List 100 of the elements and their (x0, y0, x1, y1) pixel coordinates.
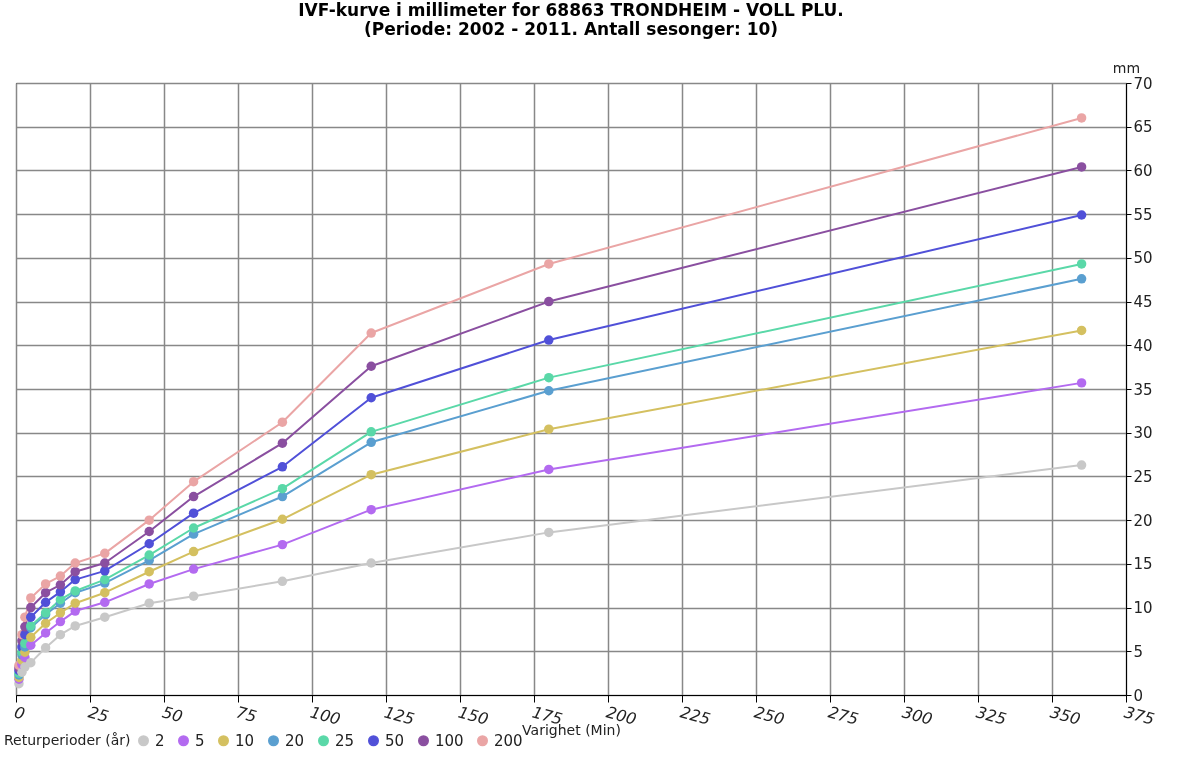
point (100, 587, 110, 598)
y-axis-title: mm (1112, 59, 1141, 76)
point (366, 504, 376, 515)
point (55, 616, 66, 627)
x-tick-label: 25 (86, 702, 111, 727)
point (70, 566, 80, 577)
point (1076, 162, 1087, 172)
y-tick-label: 55 (1133, 205, 1153, 224)
point (188, 476, 199, 487)
point (55, 580, 66, 590)
point (144, 566, 154, 577)
point (40, 628, 51, 638)
point (1076, 113, 1087, 123)
x-tick-label: 375 (1122, 702, 1157, 729)
point (544, 386, 554, 396)
point (544, 464, 554, 475)
point (100, 597, 110, 608)
legend-label: 50 (385, 731, 405, 750)
point (544, 372, 554, 383)
point (1076, 274, 1087, 284)
y-tick-label: 5 (1133, 642, 1144, 661)
point (55, 571, 66, 581)
point (100, 558, 110, 568)
point (277, 491, 288, 502)
legend-title: Returperioder (år) (4, 732, 131, 748)
y-tick-label: 60 (1133, 161, 1153, 180)
x-tick-label: 125 (382, 702, 417, 729)
point (1076, 259, 1087, 269)
x-tick-label: 275 (826, 702, 861, 729)
chart-title: IVF-kurve i millimeter for 68863 TRONDHEIM - VOLL PLU. (298, 0, 844, 20)
point (26, 657, 36, 668)
legend-label: 5 (195, 731, 205, 750)
point (100, 574, 110, 585)
point (1076, 325, 1087, 336)
point (70, 598, 80, 608)
x-tick-label: 100 (308, 702, 343, 729)
point (366, 427, 376, 437)
point (544, 527, 554, 538)
point (26, 593, 36, 603)
y-tick-label: 0 (1133, 686, 1144, 705)
point (55, 629, 66, 640)
legend-label: 10 (235, 731, 255, 750)
legend-label: 2 (155, 731, 165, 750)
point (144, 550, 154, 560)
point (26, 632, 36, 643)
point (188, 591, 199, 601)
point (544, 259, 554, 269)
point (277, 483, 288, 494)
point (277, 438, 288, 448)
point (188, 546, 199, 557)
point (366, 437, 376, 448)
point (1076, 378, 1087, 388)
point (277, 462, 288, 472)
x-tick-label: 300 (900, 702, 935, 729)
x-tick-label: 350 (1048, 702, 1083, 729)
point (40, 579, 51, 589)
point (277, 576, 288, 587)
point (100, 566, 110, 576)
x-tick-label: 50 (160, 702, 185, 727)
point (277, 539, 288, 550)
point (188, 508, 199, 518)
point (144, 526, 154, 537)
y-tick-label: 20 (1133, 511, 1153, 530)
legend-label: 25 (335, 731, 355, 750)
point (366, 393, 376, 403)
y-tick-label: 35 (1133, 380, 1153, 399)
y-tick-label: 50 (1133, 249, 1153, 268)
x-tick-label: 75 (234, 702, 259, 727)
point (144, 539, 154, 549)
point (544, 424, 554, 434)
point (188, 491, 199, 502)
x-tick-label: 325 (974, 702, 1009, 729)
point (144, 598, 154, 608)
y-tick-label: 45 (1133, 293, 1153, 312)
point (70, 621, 80, 631)
point (188, 564, 199, 574)
x-tick-label: 0 (12, 702, 27, 724)
y-tick-label: 70 (1133, 74, 1153, 93)
point (144, 579, 154, 589)
point (100, 612, 110, 622)
point (1076, 460, 1087, 470)
point (40, 618, 51, 629)
point (1076, 210, 1087, 220)
point (277, 417, 288, 427)
point (26, 612, 36, 622)
chart-subtitle: (Periode: 2002 - 2011. Antall sesonger: 10) (363, 19, 779, 39)
point (40, 587, 51, 598)
point (366, 328, 376, 338)
y-tick-label: 15 (1133, 555, 1153, 574)
point (70, 574, 80, 585)
y-tick-label: 25 (1133, 467, 1153, 486)
y-tick-label: 65 (1133, 118, 1153, 137)
point (100, 548, 110, 559)
x-tick-label: 250 (752, 702, 787, 729)
point (544, 296, 554, 307)
point (40, 597, 51, 608)
legend-label: 100 (435, 731, 464, 750)
point (70, 558, 80, 568)
x-tick-label: 150 (456, 702, 491, 729)
point (26, 602, 36, 613)
